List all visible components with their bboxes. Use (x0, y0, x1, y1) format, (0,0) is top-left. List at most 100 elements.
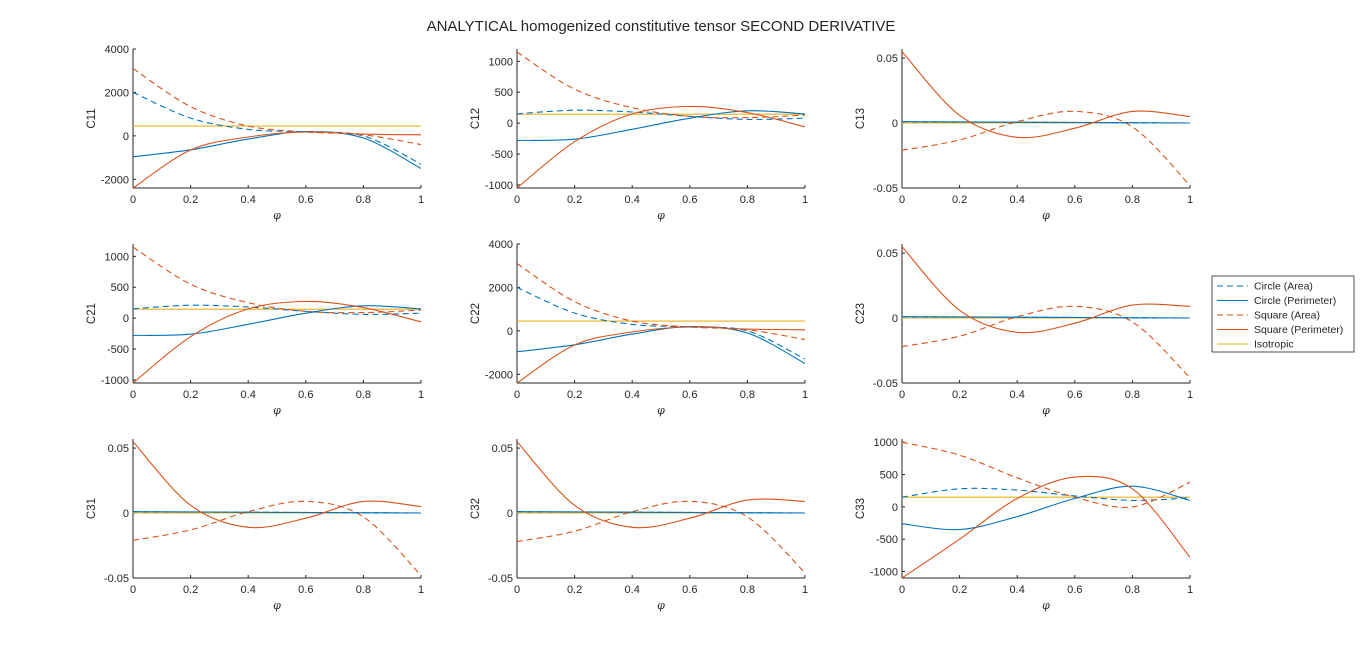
series-line-square-area (902, 110, 1190, 186)
y-tick-label: 0 (123, 508, 129, 520)
x-axis-label: φ (1042, 599, 1050, 612)
series-group (902, 51, 1190, 186)
x-axis-label: φ (273, 209, 281, 222)
x-tick-label: 0.6 (1067, 389, 1082, 401)
legend-item-label: Square (Area) (1254, 310, 1320, 322)
series-line-square-area (902, 305, 1190, 379)
series-line-square-perimeter (517, 326, 805, 383)
x-tick-label: 0 (130, 194, 136, 206)
y-tick-label: -1000 (870, 567, 898, 579)
x-tick-label: 0.4 (1010, 389, 1025, 401)
x-tick-label: 0 (899, 584, 905, 596)
x-axis-label: φ (1042, 209, 1050, 222)
x-tick-label: 0 (130, 584, 136, 596)
x-tick-label: 0.6 (682, 389, 697, 401)
x-tick-label: 0.2 (567, 194, 582, 206)
x-tick-label: 0.2 (952, 194, 967, 206)
x-tick-label: 0.4 (1010, 584, 1025, 596)
x-tick-label: 0.4 (241, 194, 256, 206)
x-tick-label: 1 (1187, 194, 1193, 206)
y-axis-label: C12 (470, 108, 482, 129)
x-tick-label: 0 (130, 389, 136, 401)
series-line-square-perimeter (517, 105, 805, 188)
series-line-circle-perimeter (517, 110, 805, 141)
x-tick-label: 0.6 (298, 584, 313, 596)
x-tick-label: 1 (802, 584, 808, 596)
series-line-circle-perimeter (902, 485, 1190, 531)
y-axis-label: C13 (855, 108, 867, 129)
x-tick-label: 0.4 (625, 194, 640, 206)
y-tick-label: -0.05 (873, 183, 898, 195)
y-tick-label: -0.05 (488, 573, 513, 585)
x-tick-label: 0 (899, 194, 905, 206)
y-tick-label: -500 (876, 534, 898, 546)
legend: Circle (Area) Circle (Perimeter) Square (A… (1211, 275, 1355, 353)
x-tick-label: 0.6 (298, 389, 313, 401)
y-axis-label: C33 (855, 498, 867, 519)
y-axis-label: C21 (86, 303, 98, 324)
x-tick-label: 0 (514, 389, 520, 401)
series-group (902, 441, 1190, 578)
y-tick-label: 0 (123, 313, 129, 325)
y-axis-label: C23 (855, 303, 867, 324)
x-tick-label: 0.6 (682, 584, 697, 596)
x-tick-label: 1 (1187, 584, 1193, 596)
x-tick-label: 0.8 (356, 194, 371, 206)
series-line-square-perimeter (902, 475, 1190, 578)
legend-item-label: Circle (Perimeter) (1254, 295, 1336, 307)
series-group (517, 51, 805, 188)
y-tick-label: -1000 (101, 375, 129, 387)
x-tick-label: 0.8 (1125, 194, 1140, 206)
legend-item-label: Circle (Area) (1254, 281, 1313, 293)
y-tick-label: -500 (491, 149, 513, 161)
x-tick-label: 0.2 (183, 584, 198, 596)
series-group (517, 263, 805, 383)
x-tick-label: 0 (899, 389, 905, 401)
x-tick-label: 0.8 (356, 389, 371, 401)
series-line-square-perimeter (133, 300, 421, 383)
series-group (902, 246, 1190, 379)
x-tick-label: 0.6 (1067, 584, 1082, 596)
y-tick-label: 4000 (105, 44, 129, 56)
y-tick-label: 500 (111, 282, 129, 294)
subplot-c33: 0 0.2 0.4 0.6 0.8 1 -1000 -500 0 500 1000 C33 φ (855, 437, 1193, 612)
y-tick-label: -500 (107, 344, 129, 356)
x-tick-label: 0.8 (356, 584, 371, 596)
x-tick-label: 0.6 (682, 194, 697, 206)
x-tick-label: 0.4 (241, 584, 256, 596)
series-line-circle-perimeter (133, 305, 421, 336)
y-axis-label: C22 (470, 303, 482, 324)
y-tick-label: -0.05 (873, 378, 898, 390)
series-line-circle-perimeter (902, 316, 1190, 319)
y-tick-label: 1000 (105, 251, 129, 263)
y-axis-label: C32 (470, 498, 482, 519)
x-tick-label: 0.8 (740, 194, 755, 206)
x-tick-label: 1 (802, 194, 808, 206)
y-tick-label: 0 (123, 131, 129, 143)
x-tick-label: 0.4 (625, 584, 640, 596)
x-tick-label: 1 (802, 389, 808, 401)
x-tick-label: 0.8 (1125, 584, 1140, 596)
y-tick-label: 0.05 (108, 443, 129, 455)
x-axis-label: φ (657, 404, 665, 417)
y-tick-label: -2000 (485, 369, 513, 381)
x-axis-label: φ (1042, 404, 1050, 417)
series-line-circle-perimeter (517, 511, 805, 514)
figure-title: ANALYTICAL homogenized constitutive tens… (427, 18, 896, 35)
y-tick-label: 0.05 (877, 53, 898, 65)
y-tick-label: 0 (507, 118, 513, 130)
series-line-circle-area (133, 91, 421, 165)
series-line-square-area (517, 263, 805, 341)
legend-item-label: Isotropic (1254, 339, 1294, 351)
series-line-square-area (133, 68, 421, 146)
y-tick-label: 0 (892, 502, 898, 514)
series-group (133, 68, 421, 188)
x-tick-label: 0.8 (740, 584, 755, 596)
series-line-square-perimeter (902, 246, 1190, 334)
